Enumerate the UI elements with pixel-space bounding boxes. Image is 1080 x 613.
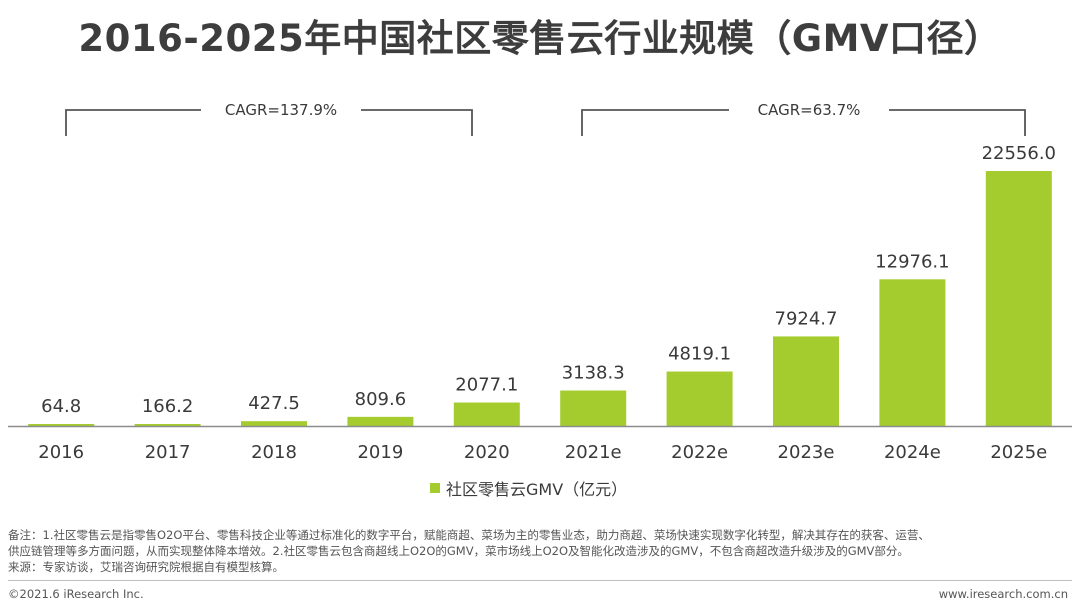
value-label-2025e: 22556.0 (982, 143, 1056, 164)
value-label-2024e: 12976.1 (875, 251, 949, 272)
tick-label-2019: 2019 (357, 442, 403, 463)
value-label-2018: 427.5 (248, 393, 300, 414)
bar-chart: 64.8 166.2 427.5 809.6 2077.1 3138.3 4819.1 792… (8, 101, 1072, 463)
legend-label: 社区零售云GMV（亿元） (446, 480, 628, 499)
cagr-bracket-1 (65, 109, 473, 136)
cagr-bracket-2 (581, 109, 1026, 136)
bar-2018 (241, 421, 307, 426)
tick-label-2021e: 2021e (565, 442, 622, 463)
footer-divider (8, 580, 1072, 581)
tick-label-2023e: 2023e (778, 442, 835, 463)
notes: 备注：1.社区零售云是指零售O2O平台、零售科技企业等通过标准化的数字平台，赋能… (8, 527, 1074, 575)
note-line-1: 备注：1.社区零售云是指零售O2O平台、零售科技企业等通过标准化的数字平台，赋能… (8, 528, 930, 542)
tick-label-2020: 2020 (464, 442, 510, 463)
bar-2019 (347, 416, 414, 426)
tick-label-2024e: 2024e (884, 442, 941, 463)
value-label-2021e: 3138.3 (562, 363, 625, 384)
bar-2020 (453, 402, 520, 426)
legend-swatch (430, 483, 440, 493)
tick-label-2016: 2016 (38, 442, 84, 463)
value-label-2022e: 4819.1 (668, 344, 731, 365)
bar-2017 (134, 424, 201, 426)
chart-legend: 社区零售云GMV（亿元） (430, 476, 627, 500)
source-line: 来源：专家访谈，艾瑞咨询研究院根据自有模型核算。 (8, 560, 284, 574)
value-label-2016: 64.8 (41, 396, 81, 417)
chart-title: 2016-2025年中国社区零售云行业规模（GMV口径） (78, 17, 1002, 60)
value-label-2017: 166.2 (142, 396, 194, 417)
value-label-2019: 809.6 (355, 389, 407, 410)
tick-label-2018: 2018 (251, 442, 297, 463)
tick-label-2022e: 2022e (671, 442, 728, 463)
note-line-2: 供应链管理等多方面问题，从而实现整体降本增效。2.社区零售云包含商超线上O2O的… (8, 544, 909, 558)
bar-2016 (28, 424, 95, 426)
value-label-2020: 2077.1 (455, 375, 518, 396)
bar-2024e (879, 279, 946, 426)
website-link[interactable]: www.iresearch.com.cn (938, 587, 1068, 601)
copyright: ©2021.6 iResearch Inc. (8, 587, 144, 601)
tick-label-2017: 2017 (145, 442, 191, 463)
bar-2021e (560, 390, 627, 426)
value-label-2023e: 7924.7 (775, 308, 838, 329)
cagr-label-2: CAGR=63.7% (758, 101, 861, 119)
bar-2025e (985, 171, 1052, 426)
cagr-label-1: CAGR=137.9% (225, 101, 337, 119)
bar-2022e (666, 371, 733, 426)
bar-2023e (773, 336, 839, 426)
tick-label-2025e: 2025e (990, 442, 1047, 463)
